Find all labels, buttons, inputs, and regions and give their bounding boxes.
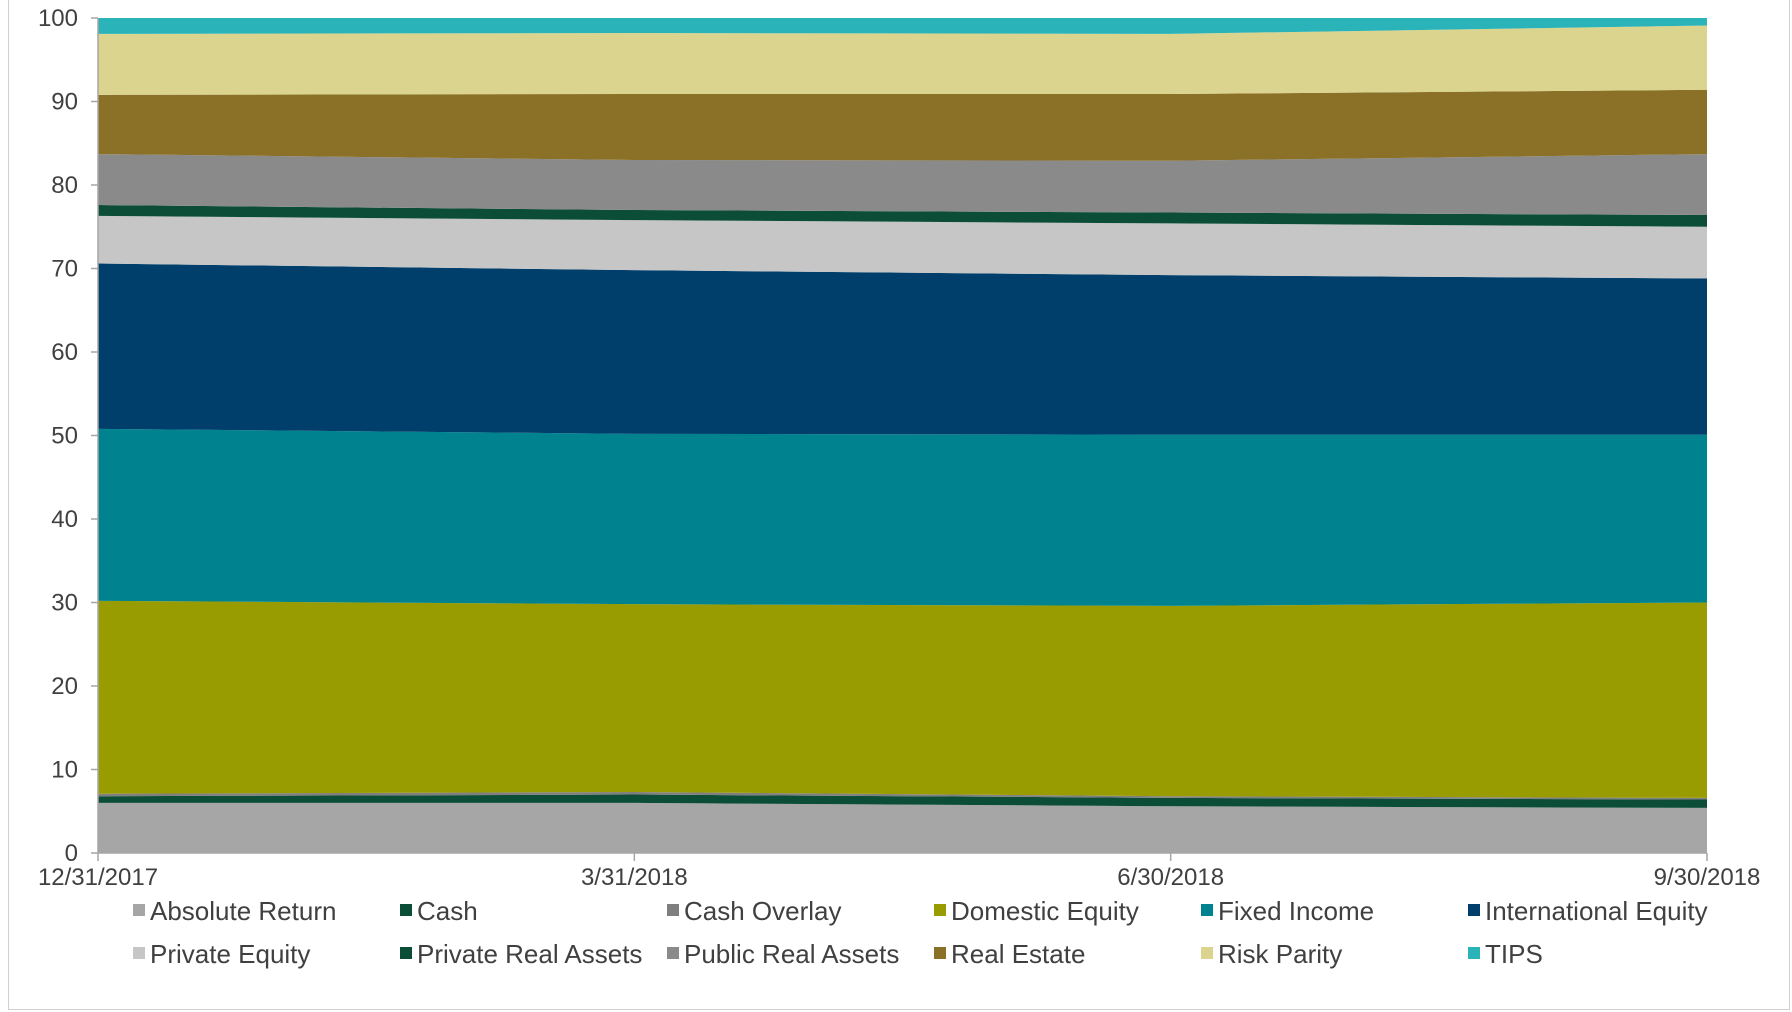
area-private-real-assets: [98, 205, 1707, 227]
x-tick-label: 3/31/2018: [581, 864, 688, 891]
legend-item-private-real-assets: Private Real Assets: [400, 939, 642, 969]
y-tick-label: 20: [51, 673, 78, 700]
area-real-estate: [98, 89, 1707, 161]
area-cash-overlay: [98, 792, 1707, 800]
area-risk-parity: [98, 25, 1707, 95]
legend-swatch: [1201, 947, 1213, 959]
legend-label: TIPS: [1485, 939, 1543, 969]
y-tick-label: 0: [65, 840, 78, 867]
legend-item-cash-overlay: Cash Overlay: [667, 896, 842, 926]
legend-item-risk-parity: Risk Parity: [1201, 939, 1342, 969]
chart-areas: [98, 18, 1707, 853]
x-tick-label: 9/30/2018: [1654, 864, 1761, 891]
y-tick-label: 70: [51, 256, 78, 283]
legend-label: Domestic Equity: [951, 896, 1139, 926]
area-domestic-equity: [98, 600, 1707, 798]
x-tick-label: 12/31/2017: [38, 864, 158, 891]
area-international-equity: [98, 263, 1707, 435]
legend-item-private-equity: Private Equity: [133, 939, 310, 969]
y-axis-ticks: 0 10 20 30 40 50 60 70 80 90 100: [38, 5, 98, 867]
legend-swatch: [133, 904, 145, 916]
legend-label: Cash: [417, 896, 478, 926]
legend-swatch: [667, 947, 679, 959]
area-private-equity: [98, 215, 1707, 279]
legend-item-fixed-income: Fixed Income: [1201, 896, 1374, 926]
legend-label: Absolute Return: [150, 896, 336, 926]
legend-label: Private Equity: [150, 939, 310, 969]
area-absolute-return: [98, 802, 1707, 853]
chart-frame: [8, 0, 1790, 1010]
legend-label: Risk Parity: [1218, 939, 1342, 969]
legend-item-cash: Cash: [400, 896, 478, 926]
x-tick-label: 6/30/2018: [1117, 864, 1224, 891]
y-tick-label: 50: [51, 423, 78, 450]
legend-swatch: [133, 947, 145, 959]
legend-item-tips: TIPS: [1468, 939, 1543, 969]
legend-swatch: [1201, 904, 1213, 916]
legend-label: Fixed Income: [1218, 896, 1374, 926]
legend-label: Private Real Assets: [417, 939, 642, 969]
legend-swatch: [934, 904, 946, 916]
area-cash: [98, 794, 1707, 808]
legend-swatch: [667, 904, 679, 916]
legend-item-real-estate: Real Estate: [934, 939, 1085, 969]
y-tick-label: 60: [51, 339, 78, 366]
y-tick-label: 40: [51, 506, 78, 533]
x-axis-ticks: 12/31/2017 3/31/2018 6/30/2018 9/30/2018: [38, 853, 1760, 891]
legend-swatch: [400, 904, 412, 916]
y-tick-label: 100: [38, 5, 78, 32]
area-fixed-income: [98, 428, 1707, 606]
y-tick-label: 10: [51, 757, 78, 784]
legend-label: Real Estate: [951, 939, 1085, 969]
legend-swatch: [1468, 904, 1480, 916]
area-tips: [98, 18, 1707, 34]
legend-label: International Equity: [1485, 896, 1708, 926]
y-tick-label: 30: [51, 590, 78, 617]
legend-label: Public Real Assets: [684, 939, 899, 969]
chart-legend: Absolute Return Cash Cash Overlay Domestic …: [133, 896, 1708, 969]
y-tick-label: 90: [51, 89, 78, 116]
legend-swatch: [934, 947, 946, 959]
legend-item-public-real-assets: Public Real Assets: [667, 939, 899, 969]
legend-swatch: [1468, 947, 1480, 959]
legend-item-absolute-return: Absolute Return: [133, 896, 336, 926]
legend-item-domestic-equity: Domestic Equity: [934, 896, 1139, 926]
y-tick-label: 80: [51, 172, 78, 199]
legend-swatch: [400, 947, 412, 959]
legend-item-international-equity: International Equity: [1468, 896, 1708, 926]
area-public-real-assets: [98, 154, 1707, 216]
legend-label: Cash Overlay: [684, 896, 842, 926]
